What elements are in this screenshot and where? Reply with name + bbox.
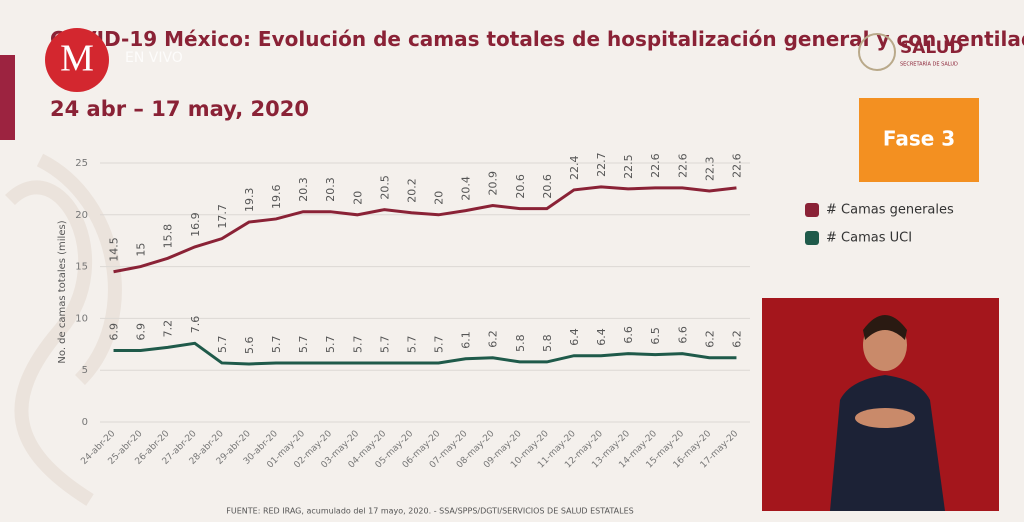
data-label: 5.7 — [297, 335, 310, 353]
data-label: 15.8 — [162, 224, 175, 249]
data-label: 7.6 — [189, 316, 202, 334]
y-axis-label: No. de camas totales (miles) — [57, 220, 68, 363]
legend-label: # Camas generales — [826, 203, 954, 218]
data-label: 20 — [433, 191, 446, 205]
data-label: 15 — [135, 243, 148, 257]
y-tick-label: 0 — [82, 417, 88, 428]
inset-hair — [863, 315, 907, 340]
title-text: COVID-19 México: Evolución de camas tota… — [50, 27, 1024, 51]
data-label: 5.7 — [378, 335, 391, 353]
logo-name: SALUD — [900, 38, 964, 58]
data-label: 19.3 — [243, 188, 256, 212]
data-label: 6.6 — [676, 326, 689, 344]
y-tick-label: 5 — [82, 365, 88, 376]
badge — [859, 98, 979, 182]
data-label: 6.1 — [460, 331, 473, 349]
data-label: 6.2 — [487, 330, 500, 348]
data-label: 22.6 — [730, 153, 743, 178]
data-label: 20.3 — [324, 177, 337, 202]
legend-swatch — [805, 231, 819, 245]
overlay-logo — [45, 28, 109, 92]
data-label: 20.6 — [541, 174, 554, 199]
series-line — [113, 185, 737, 274]
y-tick-label: 20 — [75, 210, 88, 221]
y-tick-label: 25 — [75, 158, 88, 169]
interpreter-inset — [762, 298, 999, 511]
data-label: 19.6 — [270, 184, 283, 209]
data-label: 22.4 — [568, 155, 581, 180]
source: FUENTE: RED IRAG, acumulado del 17 mayo,… — [226, 507, 633, 516]
data-label: 7.2 — [162, 320, 175, 338]
data-label: 6.5 — [649, 327, 662, 345]
logo-subtitle: SECRETARÍA DE SALUD — [900, 61, 958, 68]
overlay-live: EN VIVO — [125, 50, 183, 66]
data-label: 5.8 — [541, 334, 554, 352]
data-label: 6.2 — [730, 330, 743, 348]
data-label: 22.5 — [622, 154, 635, 179]
data-label: 5.7 — [270, 335, 283, 353]
data-label: 20.2 — [405, 178, 418, 203]
data-label: 20 — [351, 191, 364, 205]
y-tick-label: 10 — [75, 313, 88, 324]
data-label: 6.2 — [703, 330, 716, 348]
data-label: 6.9 — [108, 323, 121, 341]
data-label: 22.7 — [595, 152, 608, 177]
data-label: 20.4 — [460, 176, 473, 201]
series-line — [113, 341, 737, 366]
accent-stripe — [0, 55, 15, 140]
y-tick-label: 15 — [75, 262, 88, 273]
chart: 051015202524-abr-2025-abr-2026-abr-2027-… — [75, 152, 954, 470]
title: COVID-19 México: Evolución de camas tota… — [50, 27, 1024, 51]
data-label: 5.7 — [324, 335, 337, 353]
data-label: 17.7 — [216, 204, 229, 229]
data-label: 22.6 — [676, 153, 689, 178]
inset-body — [830, 375, 945, 511]
legend-label: # Camas UCI — [826, 231, 912, 246]
data-label: 16.9 — [189, 212, 202, 237]
overlay-letter: M — [60, 38, 94, 80]
inset-hands — [855, 408, 915, 428]
subtitle: 24 abr – 17 may, 2020 — [50, 97, 309, 121]
data-label: 6.9 — [135, 323, 148, 341]
data-label: 22.6 — [649, 153, 662, 178]
data-label: 6.4 — [595, 328, 608, 346]
data-label: 5.8 — [514, 334, 527, 352]
legend-swatch — [805, 203, 819, 217]
data-label: 6.6 — [622, 326, 635, 344]
logo-seal — [858, 33, 896, 71]
data-label: 20.9 — [487, 171, 500, 196]
data-label: 5.7 — [405, 335, 418, 353]
background-pattern — [5, 153, 122, 506]
data-label: 5.7 — [216, 335, 229, 353]
data-label: 5.6 — [243, 336, 256, 354]
badge-text: Fase 3 — [883, 127, 955, 151]
data-label: 5.7 — [433, 335, 446, 353]
data-label: 20.3 — [297, 177, 310, 202]
data-label: 5.7 — [351, 335, 364, 353]
data-label: 20.6 — [514, 174, 527, 199]
data-label: 14.5 — [108, 237, 121, 262]
data-label: 22.3 — [703, 156, 716, 181]
data-label: 20.5 — [378, 175, 391, 200]
data-label: 6.4 — [568, 328, 581, 346]
